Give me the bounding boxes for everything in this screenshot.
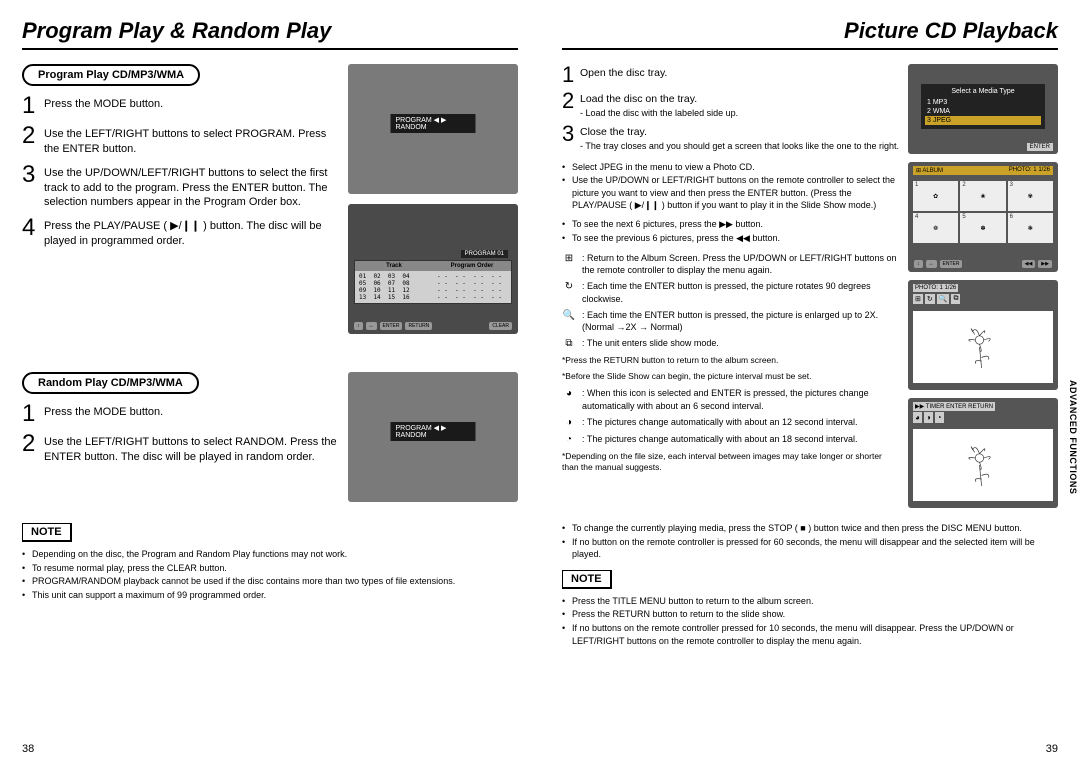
program-steps: 1Press the MODE button. 2Use the LEFT/RI… [22, 94, 338, 249]
side-tab: ADVANCED FUNCTIONS [1068, 380, 1078, 494]
left-title: Program Play & Random Play [22, 18, 518, 50]
page-right: Picture CD Playback 1Open the disc tray.… [540, 0, 1080, 765]
rotate-icon: ↻ [562, 280, 576, 304]
album-grid-screen: ⊞ ALBUMPHOTO: 1 1/26 ✿❀✾ ❁✽❃ ↕↔ENTER◀◀▶▶ [908, 162, 1058, 272]
note-label-right: NOTE [562, 570, 612, 589]
note-label-left: NOTE [22, 523, 72, 542]
random-steps: 1Press the MODE button. 2Use the LEFT/RI… [22, 402, 338, 465]
photo-view-screen: PHOTO: 1 1/26 ⊞↻🔍⧉ [908, 280, 1058, 390]
program-screen-1: PROGRAM ◀ ▶ RANDOM [348, 64, 518, 194]
page-left: Program Play & Random Play Program Play … [0, 0, 540, 765]
album-icon: ⊞ [562, 252, 576, 276]
timer-screen: ▶▶ TIMER ENTER RETURN ◕◑◔ [908, 398, 1058, 508]
timer-18-icon: ◔ [562, 433, 576, 447]
timer-6-icon: ◕ [562, 387, 576, 411]
zoom-icon: 🔍 [562, 309, 576, 333]
right-title: Picture CD Playback [562, 18, 1058, 50]
program-label: Program Play CD/MP3/WMA [22, 64, 200, 86]
left-notes: Depending on the disc, the Program and R… [22, 548, 518, 601]
page-num-left: 38 [22, 743, 34, 755]
random-screen: PROGRAM ◀ ▶ RANDOM [348, 372, 518, 502]
right-mid-bullets: To change the currently playing media, p… [562, 522, 1058, 561]
media-type-screen: Select a Media Type 1 MP3 2 WMA 3 JPEG E… [908, 64, 1058, 154]
page-num-right: 39 [1046, 743, 1058, 755]
program-screen-2: PROGRAM 01 TrackProgram Order 01 02 03 0… [348, 204, 518, 334]
right-bullets-1: Select JPEG in the menu to view a Photo … [562, 161, 900, 212]
slideshow-icon: ⧉ [562, 337, 576, 351]
right-notes: Press the TITLE MENU button to return to… [562, 595, 1058, 647]
random-label: Random Play CD/MP3/WMA [22, 372, 199, 394]
timer-12-icon: ◑ [562, 416, 576, 430]
